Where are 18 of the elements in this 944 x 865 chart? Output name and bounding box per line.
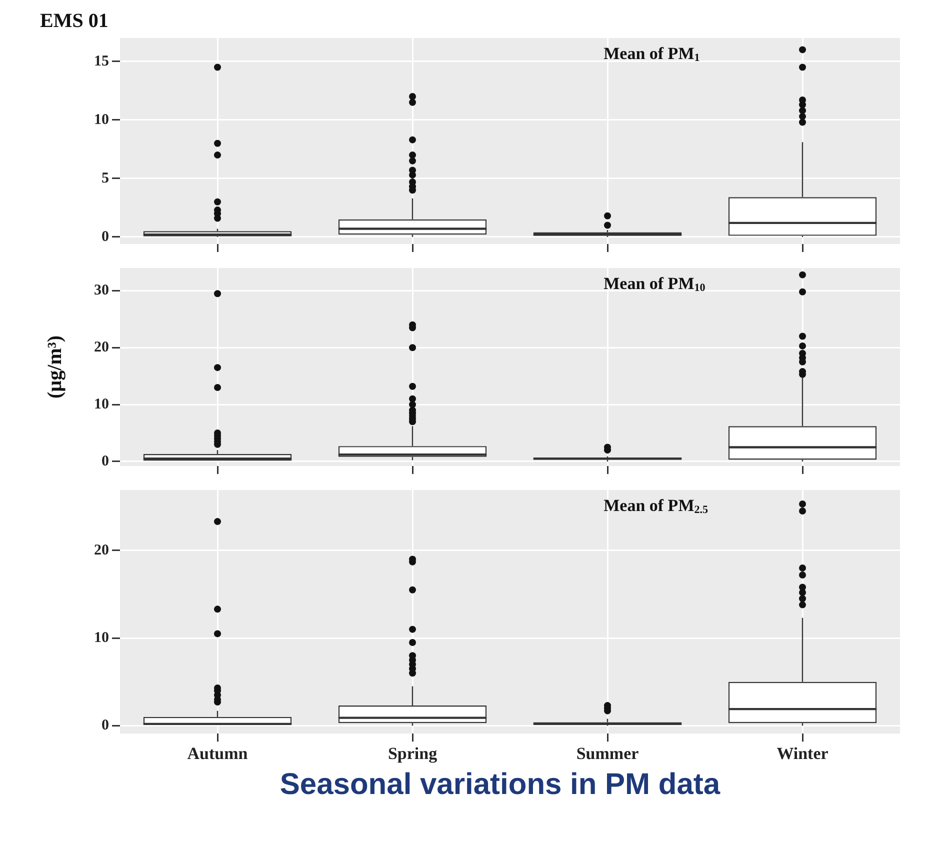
y-tick-label: 10 [94, 396, 109, 412]
y-axis-title: (µg/m³) [44, 335, 66, 399]
text: Seasonal variations in PM data [278, 768, 722, 802]
x-tick-label: Autumn [187, 744, 248, 764]
y-tick-label: 10 [94, 112, 109, 128]
y-tick-label: 5 [102, 170, 109, 186]
y-tick-label: 30 [94, 282, 109, 299]
y-tick-label: 0 [102, 453, 109, 470]
y-tick-label: 20 [94, 542, 109, 558]
y-tick-label: 0 [102, 228, 109, 245]
x-tick-label: Summer [576, 744, 640, 764]
chart-title: EMS 01 [40, 10, 108, 32]
y-tick-label: 0 [102, 718, 109, 734]
y-tick-label: 15 [94, 53, 109, 70]
y-tick-label: 10 [94, 630, 109, 646]
x-tick-label: Winter [776, 744, 829, 764]
x-tick-label: Spring [388, 744, 438, 764]
y-tick-label: 20 [94, 340, 109, 356]
